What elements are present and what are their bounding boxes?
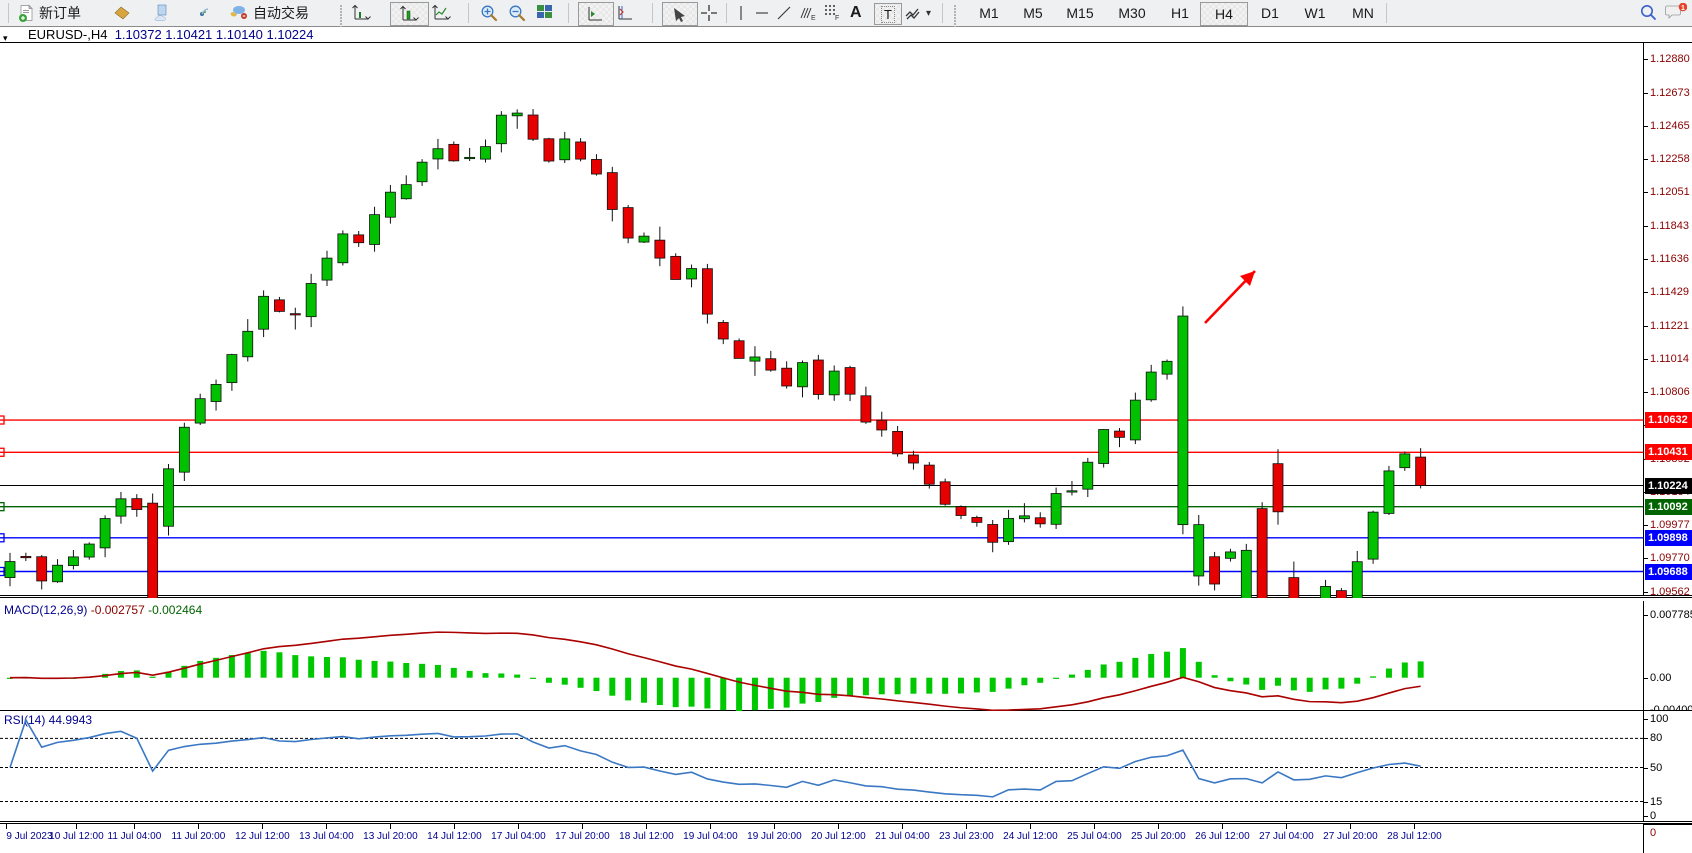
svg-text:1: 1 (1681, 5, 1685, 12)
svg-text:E: E (811, 15, 816, 22)
svg-text:F: F (835, 15, 839, 22)
